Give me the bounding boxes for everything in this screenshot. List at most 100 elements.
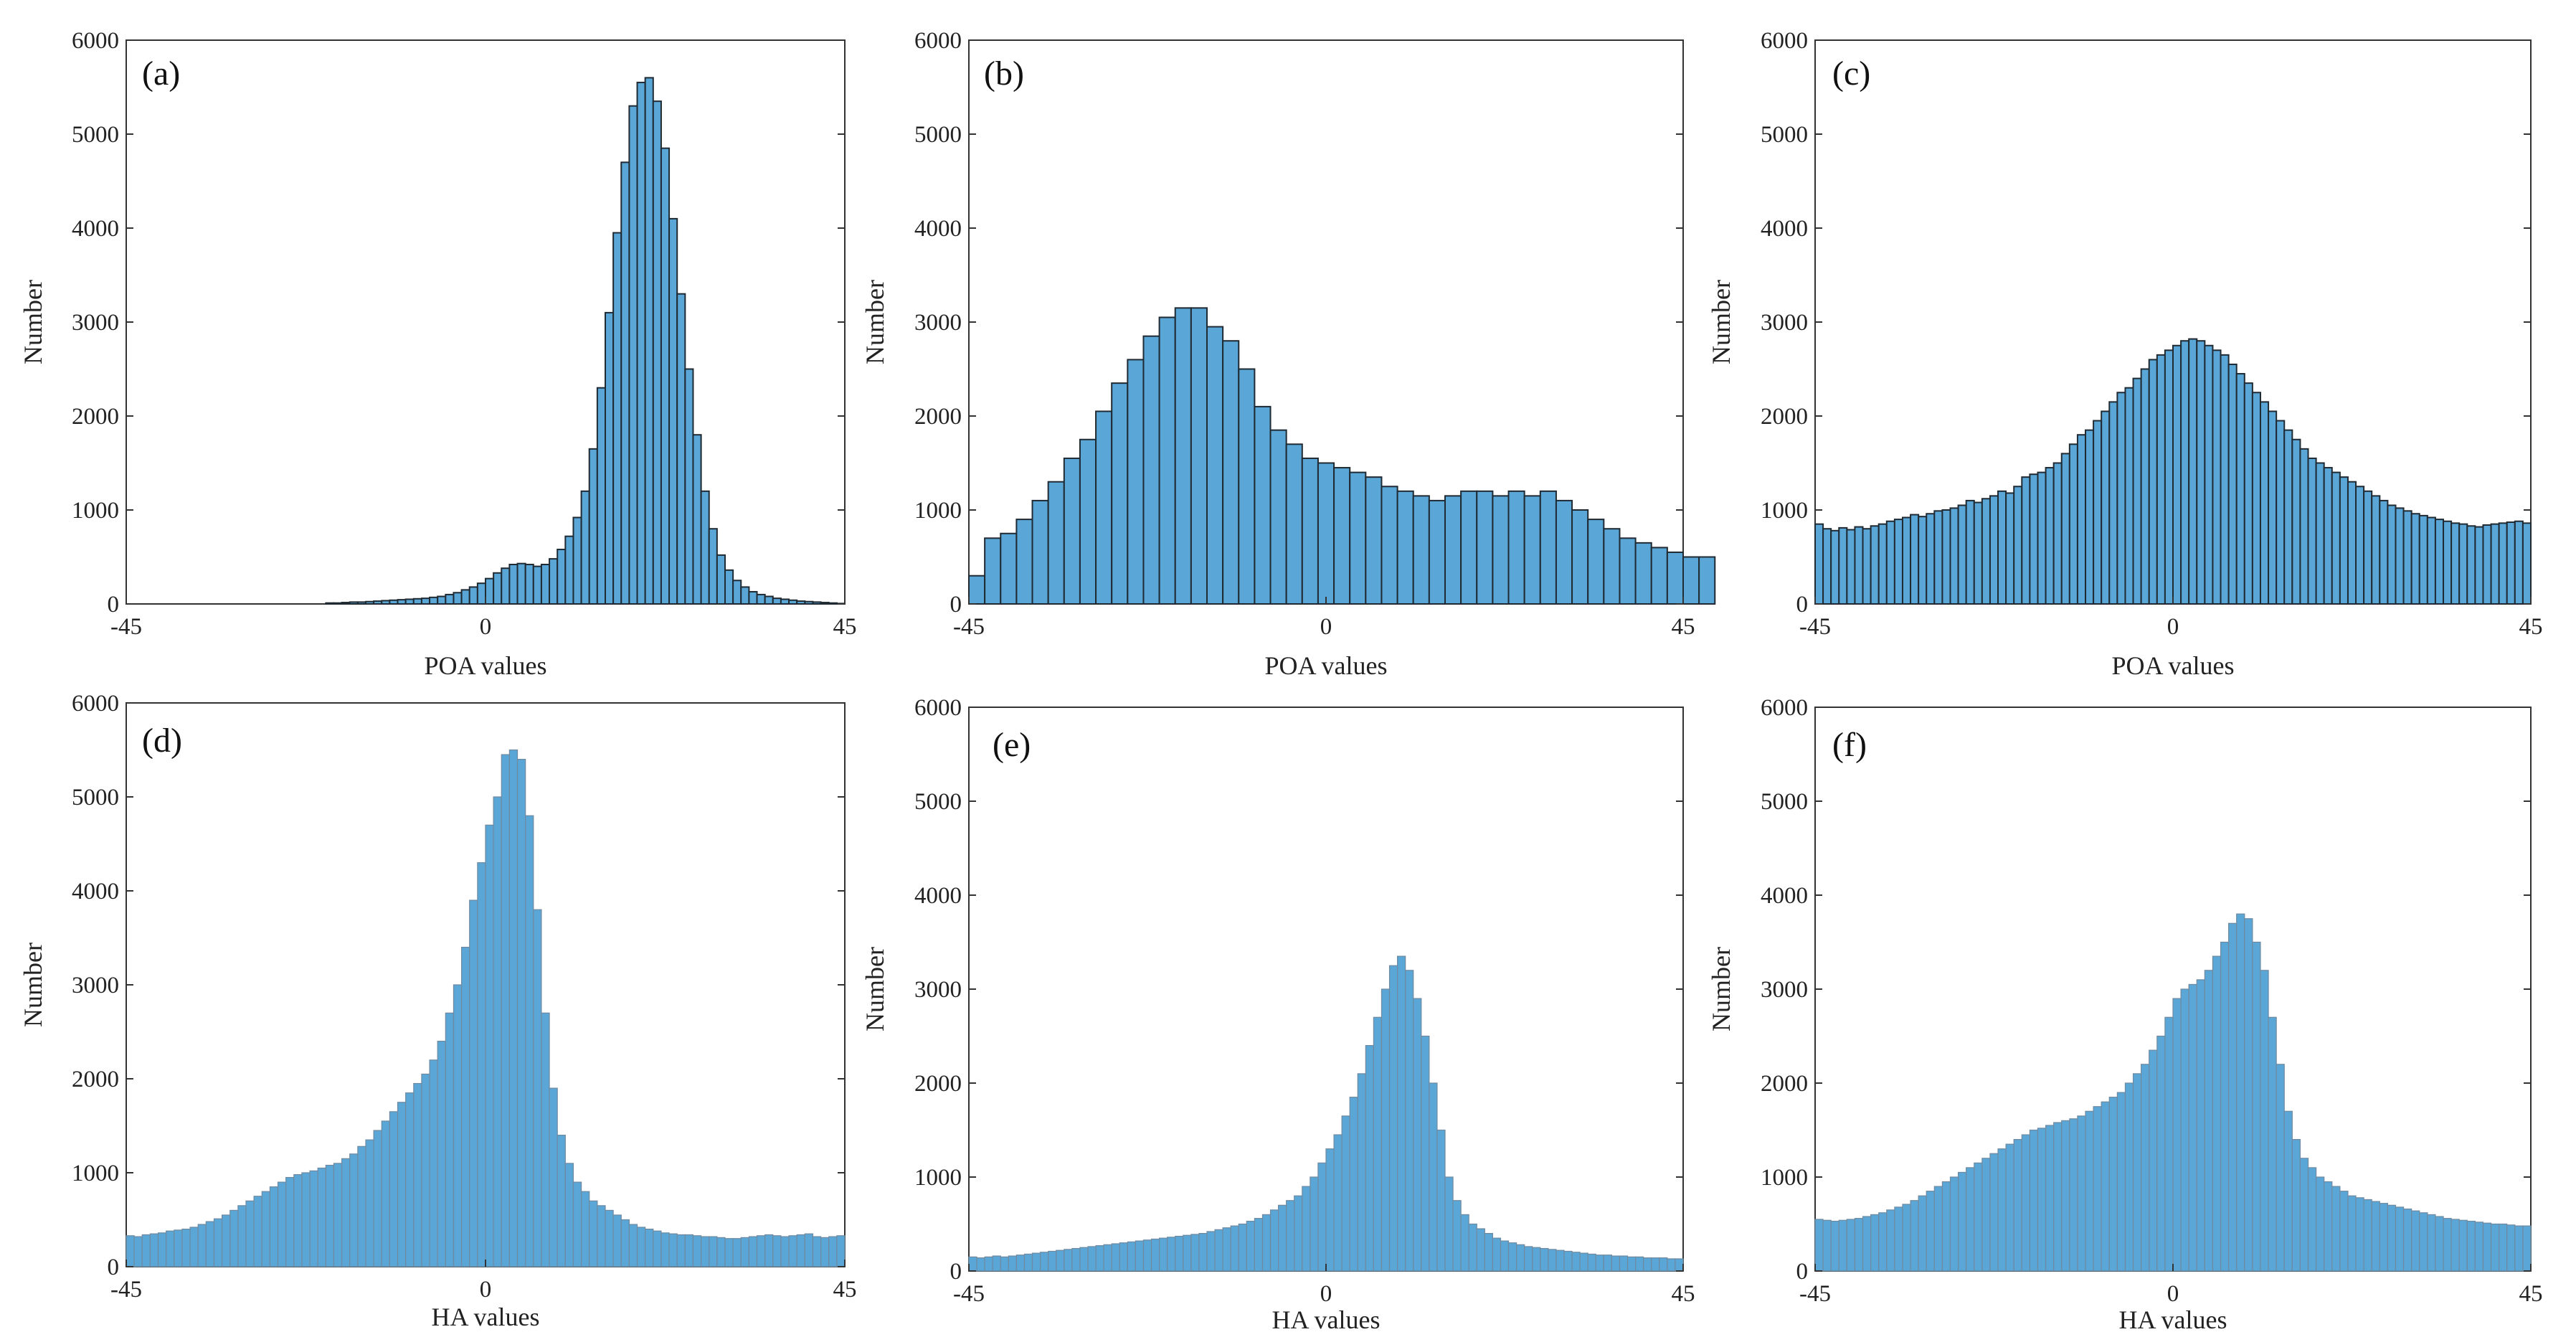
panel-a-bar (373, 600, 383, 605)
panel-e-ytick-label: 5000 (914, 789, 962, 815)
panel-c-yticks: 0 1000 2000 3000 4000 5000 6000 (1761, 28, 2531, 618)
panel-d-bar (620, 1219, 630, 1267)
panel-b-bar (1238, 368, 1256, 605)
panel-b-bar (1015, 519, 1033, 605)
panel-c-label: (c) (1832, 55, 1870, 93)
panel-f-ytick-label: 2000 (1761, 1071, 1808, 1097)
panel-f-bar (1822, 1219, 1832, 1272)
panel-e-bar (1310, 1176, 1319, 1272)
panel-e-xlabel: HA values (1272, 1305, 1381, 1334)
panel-c-bar (2402, 510, 2412, 605)
panel-a-ylabel: Number (19, 280, 47, 364)
panel-e-bar (1190, 1234, 1200, 1272)
panel-b-xtick-label: 45 (1672, 614, 1695, 640)
panel-d-bar (636, 1227, 646, 1267)
panel-c-ytick-label: 4000 (1761, 216, 1808, 242)
panel-d-bar (229, 1209, 239, 1267)
panel-b-xticks: -45 0 45 (953, 597, 1695, 640)
panel-d-bar (309, 1170, 318, 1267)
panel-a-bar (612, 232, 622, 605)
panel-f-bar (2228, 922, 2238, 1272)
panel-c-bar (2514, 520, 2524, 605)
panel-d-bar (580, 1191, 590, 1267)
panel-e-bar (1198, 1232, 1208, 1272)
panel-c-bar (1877, 523, 1888, 605)
panel-f-bar (1846, 1219, 1856, 1272)
panel-a-bar (764, 595, 774, 605)
panel-c-bar (2140, 368, 2150, 605)
panel-e-bar (1626, 1256, 1637, 1272)
panel-e-bar (1603, 1255, 1613, 1272)
panel-b-bar (1047, 481, 1065, 605)
panel-f-bar (1838, 1219, 1847, 1272)
panel-a-bar (588, 448, 598, 605)
panel-e-ytick-label: 2000 (914, 1071, 962, 1097)
panel-e-ytick-label: 6000 (914, 695, 962, 721)
panel-c-ytick-label: 2000 (1761, 404, 1808, 430)
panel-a-ytick-label: 0 (108, 592, 120, 618)
panel-d-bar (493, 796, 502, 1267)
panel-c-bar (1918, 516, 1928, 605)
panel-d-bar (389, 1111, 399, 1267)
panel-f-bar (1910, 1200, 1919, 1272)
panel-a-ytick-label: 2000 (72, 404, 119, 430)
panel-a-bar (460, 589, 470, 605)
panel-e-bar (1023, 1253, 1033, 1272)
panel-c-bar (1846, 529, 1856, 605)
panel-a-bar (780, 598, 790, 605)
panel-c-xtick-label: 45 (2519, 614, 2543, 640)
panel-b-bar (1460, 490, 1478, 605)
panel-f-bar (2499, 1223, 2508, 1272)
panel-e-bar (1500, 1240, 1510, 1272)
panel-c-bar (2283, 429, 2293, 605)
panel-d-bar (469, 899, 478, 1267)
panel-a-xticks: -45 0 45 (110, 597, 857, 640)
panel-e-bar (1008, 1255, 1017, 1272)
panel-d-bar (557, 1134, 566, 1267)
panel-f-bar (2324, 1181, 2333, 1272)
panel-a-bar (325, 602, 335, 605)
panel-d-bar (820, 1237, 830, 1267)
panel-e-bar (1555, 1249, 1565, 1272)
panel-e-bar (1341, 1115, 1350, 1272)
panel-f-bar (2276, 1064, 2285, 1272)
panel-c-xtick-label: -45 (1799, 614, 1831, 640)
panel-d-bar (237, 1205, 247, 1267)
panel-f-bar (2236, 913, 2245, 1272)
panel-e-bars (968, 955, 1684, 1272)
panel-d-bar (325, 1164, 335, 1267)
panel-b-bar (1142, 335, 1160, 605)
panel-e-bar (1611, 1255, 1621, 1272)
panel-d-bar (245, 1200, 255, 1267)
panel-d-bar (804, 1233, 814, 1267)
panel-d-bar (589, 1200, 598, 1267)
panel-b-bar (1349, 471, 1367, 605)
panel-b-bar (1539, 490, 1557, 605)
panel-b-bar (1412, 495, 1430, 605)
panel-f-xtick-label: -45 (1799, 1281, 1831, 1307)
panel-b-bar (1444, 495, 1462, 605)
panel-e-bar (1167, 1237, 1176, 1272)
panel-d-bar (222, 1214, 231, 1267)
panel-a-bar (692, 434, 702, 605)
panel-e-bar (1325, 1148, 1335, 1272)
panel-e-bar (1071, 1247, 1081, 1272)
panel-c-bar (2251, 392, 2261, 605)
panel-c-bar (2235, 373, 2245, 605)
panel-f-bar (2411, 1210, 2420, 1272)
panel-d-bar (421, 1073, 430, 1267)
panel-a-bar (341, 602, 351, 605)
panel-a-bar (501, 567, 511, 605)
panel-a-bar (412, 597, 422, 605)
panel-f-bar (2220, 941, 2230, 1272)
panel-e-bar (1396, 955, 1406, 1272)
panel-a-xtick-label: -45 (110, 614, 142, 640)
panel-f-bar (1830, 1220, 1839, 1272)
panel-a-bar (732, 580, 742, 605)
panel-e-bar (1421, 1035, 1430, 1272)
panel-f-bar (2402, 1208, 2412, 1272)
panel-c-bar (2474, 526, 2484, 605)
panel-e-bar (1087, 1246, 1097, 1272)
panel-b-ytick-label: 4000 (914, 216, 962, 242)
